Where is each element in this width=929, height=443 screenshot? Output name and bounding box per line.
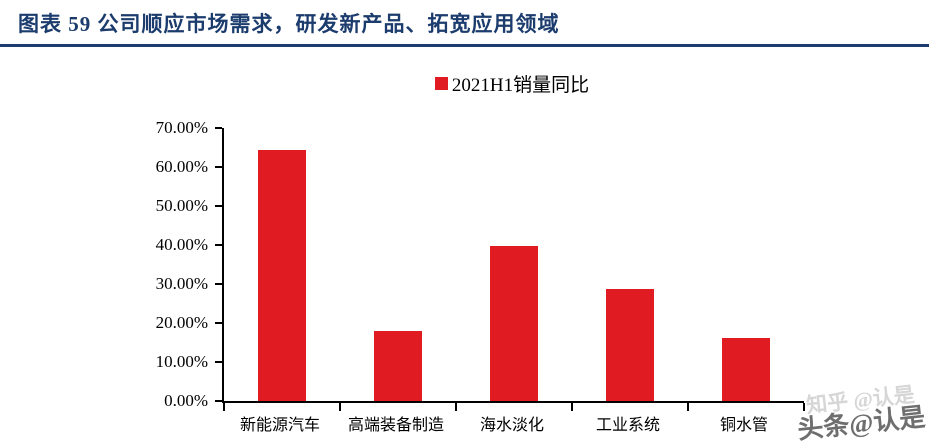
watermark-zhihu: 知乎 @认是 xyxy=(805,382,917,418)
chart-legend: 2021H1销量同比 xyxy=(222,70,802,97)
title-divider xyxy=(0,44,929,47)
y-axis-tick xyxy=(215,244,222,246)
y-axis-tick xyxy=(215,127,222,129)
y-axis-tick xyxy=(215,322,222,324)
y-axis-tick-label: 50.00% xyxy=(155,196,208,215)
bar-新能源汽车 xyxy=(258,150,306,401)
y-axis-tick xyxy=(215,361,222,363)
bar-工业系统 xyxy=(606,289,654,401)
x-axis-category-label: 高端装备制造 xyxy=(347,417,444,434)
legend-swatch-icon xyxy=(434,77,448,90)
x-axis-category-label: 新能源汽车 xyxy=(239,417,320,434)
x-axis-labels: 新能源汽车 高端装备制造 海水淡化 工业系统 铜水管 xyxy=(222,411,802,435)
y-axis-tick-label: 30.00% xyxy=(155,274,208,293)
y-axis-labels: 0.00% 10.00% 20.00% 30.00% 40.00% 50.00% 60.00… xyxy=(108,118,208,410)
watermark-toutiao: 头条@认是 xyxy=(795,402,927,443)
y-axis-tick-label: 40.00% xyxy=(155,235,208,254)
x-axis-tick xyxy=(339,403,341,411)
x-axis-tick xyxy=(571,403,573,411)
y-axis-tick-label: 0.00% xyxy=(164,391,208,410)
y-axis-tick-label: 60.00% xyxy=(155,157,208,176)
legend-label: 2021H1销量同比 xyxy=(451,75,590,96)
y-axis-tick-label: 20.00% xyxy=(155,313,208,332)
y-axis-tick-label: 70.00% xyxy=(155,118,208,137)
x-axis-category-label: 铜水管 xyxy=(719,417,768,434)
x-axis-category-label: 海水淡化 xyxy=(479,417,544,434)
bar-高端装备制造 xyxy=(374,331,422,401)
y-axis-tick xyxy=(215,400,222,402)
y-axis-tick-label: 10.00% xyxy=(155,352,208,371)
bar-海水淡化 xyxy=(490,245,538,401)
y-axis-tick xyxy=(215,283,222,285)
x-axis-tick xyxy=(455,403,457,411)
bar-铜水管 xyxy=(722,337,770,401)
x-axis-tick xyxy=(687,403,689,411)
x-axis-tick xyxy=(223,403,225,411)
y-axis-tick xyxy=(215,166,222,168)
figure-title: 图表 59 公司顺应市场需求，研发新产品、拓宽应用领域 xyxy=(18,12,560,36)
y-axis-tick xyxy=(215,205,222,207)
x-axis-category-label: 工业系统 xyxy=(595,417,660,434)
x-axis-tick xyxy=(803,403,805,411)
plot-area xyxy=(215,127,805,411)
